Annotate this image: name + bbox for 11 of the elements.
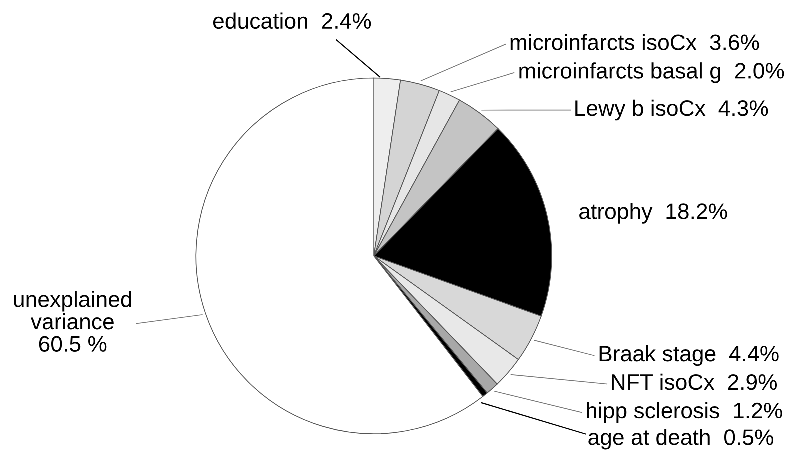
slice-label: Braak stage 4.4%: [600, 345, 779, 366]
slice-label: unexplained variance: [14, 291, 132, 330]
slice-label: NFT isoCx 2.9%: [612, 374, 778, 390]
slice-label: age at death 0.5%: [588, 429, 774, 450]
slice-label: atrophy 18.2%: [580, 203, 728, 224]
slice-label: microinfarcts basal g 2.0%: [520, 62, 784, 84]
slice-label: microinfarcts isoCx 3.6%: [510, 34, 760, 50]
data-label: 60.5 %: [39, 336, 107, 352]
slice-label: hipp sclerosis 1.2%: [587, 402, 782, 424]
slice-label: Lewy b isoCx 4.3%: [576, 100, 768, 121]
slice-label: education 2.4%: [213, 12, 372, 30]
